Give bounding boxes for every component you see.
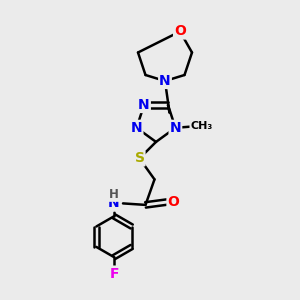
- Text: N: N: [138, 98, 150, 112]
- Text: N: N: [131, 121, 142, 135]
- Text: N: N: [169, 121, 181, 135]
- Text: CH₃: CH₃: [190, 121, 213, 131]
- Text: N: N: [159, 74, 171, 88]
- Text: O: O: [167, 195, 179, 209]
- Text: F: F: [109, 267, 119, 280]
- Text: N: N: [108, 196, 120, 210]
- Text: S: S: [134, 152, 145, 165]
- Text: O: O: [174, 25, 186, 38]
- Text: H: H: [109, 188, 119, 201]
